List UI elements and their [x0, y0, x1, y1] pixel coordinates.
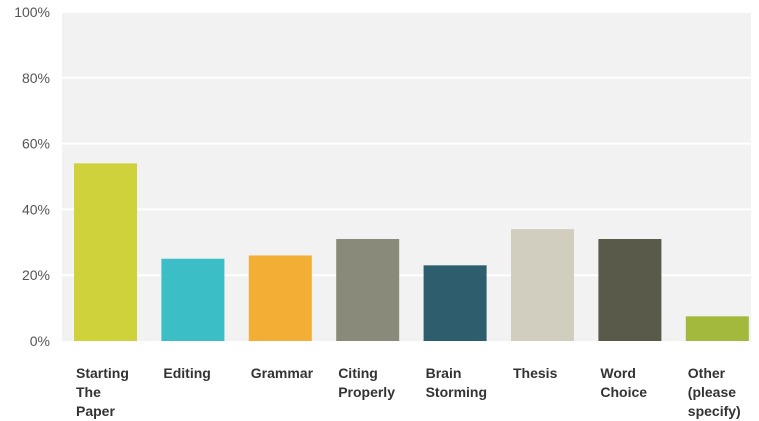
- y-tick-label: 60%: [22, 136, 50, 152]
- bar: [336, 239, 400, 341]
- x-category-label: Thesis: [513, 365, 558, 381]
- bar: [161, 258, 225, 341]
- x-category-label: Citing Properly: [338, 365, 395, 400]
- x-category-label: Grammar: [250, 365, 314, 381]
- y-tick-label: 0%: [30, 333, 50, 349]
- x-category-label: Brain Storming: [425, 365, 488, 400]
- bars: [74, 163, 749, 341]
- bar: [598, 239, 662, 341]
- x-category-label: Word Choice: [600, 365, 648, 400]
- x-category-label: Starting The Paper: [76, 365, 129, 419]
- y-tick-label: 100%: [14, 4, 50, 20]
- bar: [248, 255, 312, 341]
- x-category-label: Other (please specify): [687, 365, 741, 419]
- y-tick-label: 40%: [22, 201, 50, 217]
- bar: [511, 229, 574, 341]
- bar: [74, 163, 137, 341]
- y-tick-label: 20%: [22, 267, 50, 283]
- bar: [423, 265, 487, 341]
- y-axis-ticks: 0% 20% 40% 60% 80% 100%: [14, 4, 50, 349]
- x-category-label: Editing: [163, 365, 211, 381]
- bar: [685, 316, 749, 341]
- y-tick-label: 80%: [22, 70, 50, 86]
